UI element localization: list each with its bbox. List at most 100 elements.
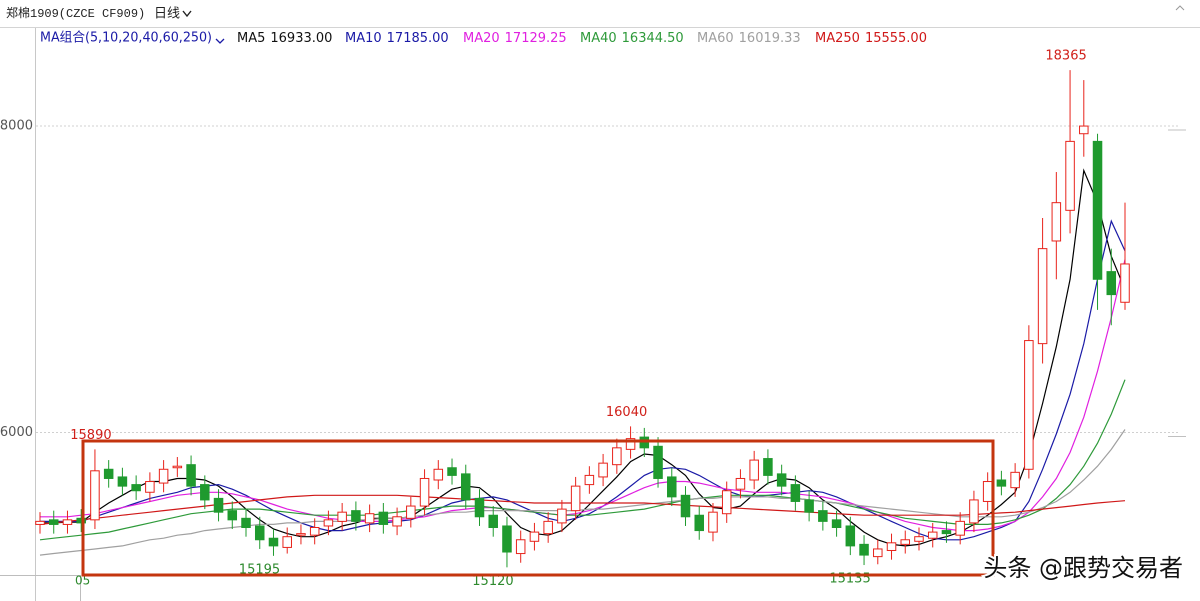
candle-body (1106, 271, 1117, 296)
candle-body (708, 511, 718, 533)
candle-body (790, 484, 801, 502)
candle-body (749, 459, 759, 481)
candle-body (282, 536, 292, 548)
candle-body (474, 497, 485, 518)
high-label: 16040 (606, 405, 647, 420)
candle-body (1120, 263, 1130, 303)
candle-body (62, 519, 73, 525)
legend-entry: MA250 15555.00 (815, 31, 927, 46)
candle-body (48, 519, 59, 525)
candle-body (735, 477, 746, 490)
candle-body (598, 462, 608, 478)
candle-body (776, 473, 787, 487)
candle-body (131, 484, 141, 492)
legend-entry: MA20 17129.25 (463, 31, 567, 46)
candle-body (969, 499, 979, 524)
ma-line (40, 219, 1126, 541)
candle-body (570, 485, 581, 512)
candle-body (653, 445, 663, 479)
candle-body (158, 468, 169, 484)
legend-value: 17185.00 (387, 31, 449, 46)
candle-body (103, 468, 114, 479)
candle-body (254, 525, 265, 541)
candle-body (406, 505, 416, 519)
candle-body (461, 473, 471, 501)
candle-body (886, 542, 897, 551)
candle-body (502, 525, 512, 553)
candle-body (241, 517, 251, 529)
candle-body (186, 464, 196, 487)
candle-body (309, 527, 320, 536)
scroll-arrow[interactable] (1175, 5, 1185, 11)
candle-body (927, 531, 938, 539)
candle-body (543, 520, 553, 535)
candle-body (268, 537, 279, 547)
period-selector[interactable]: 日线 (154, 7, 180, 22)
legend-title: MA组合(5,10,20,40,60,250) (40, 31, 212, 46)
high-label: 15890 (70, 428, 111, 443)
legend-chevron (215, 38, 225, 44)
candle-body (488, 514, 498, 529)
candle-body (873, 548, 883, 558)
legend-entry: MA10 17185.00 (345, 31, 449, 46)
candle-body (694, 514, 704, 532)
candle-body (351, 510, 361, 522)
candle-body (117, 476, 128, 487)
candle-body (625, 438, 636, 450)
candle-body (145, 481, 155, 493)
candle-body (1037, 248, 1048, 345)
candle-body (680, 494, 691, 518)
period-chevron[interactable] (182, 10, 192, 18)
legend-value: 16933.00 (270, 31, 332, 46)
candle-body (1010, 471, 1020, 489)
candle-body (1065, 140, 1075, 211)
candle-body (804, 499, 814, 513)
legend-value: 15555.00 (865, 31, 927, 46)
candle-body (213, 497, 224, 513)
legend: MA组合(5,10,20,40,60,250) MA5 16933.00 MA10 17… (40, 31, 927, 46)
candle-body (982, 481, 993, 502)
candle-body (1092, 140, 1103, 280)
y-tick-label: 16000 (0, 425, 33, 440)
candle-body (763, 458, 773, 476)
candle-body (914, 536, 924, 542)
candle-body (76, 517, 86, 524)
ma-line (40, 168, 1126, 547)
legend-value: 16019.33 (739, 31, 801, 46)
y-tick-label: 18000 (0, 119, 33, 134)
header-bar (0, 0, 1200, 27)
legend-entry: MA40 16344.50 (580, 31, 684, 46)
candle-body (200, 484, 210, 501)
candle-body (1024, 340, 1034, 470)
candle-body (447, 467, 457, 476)
candle-body (323, 519, 334, 527)
candle-body (584, 474, 595, 486)
candle-body (859, 543, 869, 556)
low-label: 15120 (472, 574, 513, 589)
candle-body (955, 520, 965, 536)
date-label: 05 (75, 574, 90, 588)
instrument-title: 郑棉1909(CZCE CF909) (6, 5, 145, 21)
candle-body (337, 511, 347, 522)
legend-name: MA20 (463, 31, 500, 46)
candle-body (721, 490, 732, 515)
legend-name: MA5 (237, 31, 265, 46)
candle-body (364, 513, 375, 524)
candle-body (227, 510, 238, 521)
candle-body (529, 531, 540, 542)
watermark: 头条 @跟势交易者 (983, 554, 1183, 582)
candle-body (996, 479, 1007, 487)
legend-entry: MA5 16933.00 (237, 31, 332, 46)
candle-body (392, 516, 402, 527)
candle-body (900, 539, 911, 545)
candle-body (172, 465, 183, 469)
ma-line (40, 259, 1126, 532)
candle-body (1079, 125, 1089, 135)
candle-body (296, 533, 306, 536)
candle-body (90, 470, 100, 521)
candles (35, 70, 1130, 568)
legend-value: 17129.25 (505, 31, 567, 46)
highlight-box (81, 439, 995, 577)
candle-body (667, 476, 677, 498)
